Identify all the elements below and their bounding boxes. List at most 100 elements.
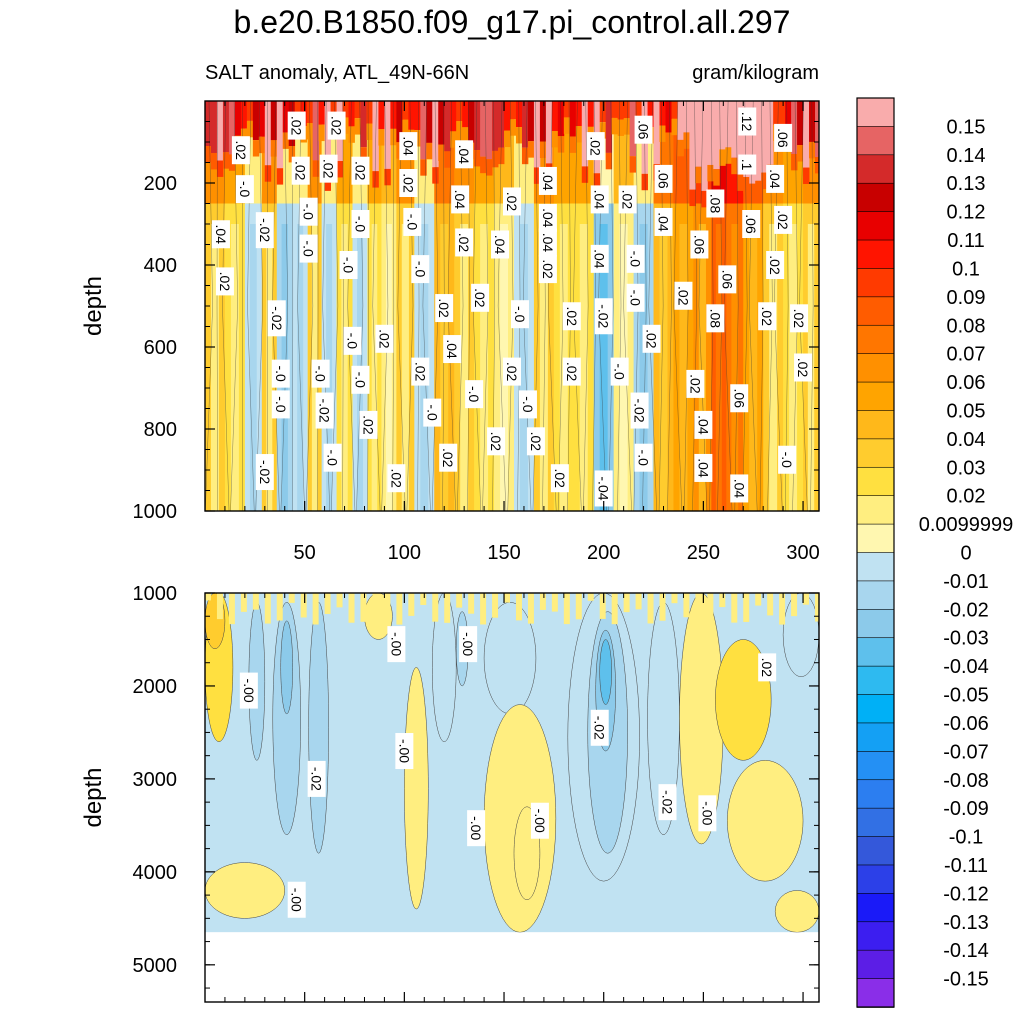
surface-cap — [755, 101, 762, 181]
contour-label-box — [674, 281, 693, 310]
contour-label-box — [467, 810, 486, 847]
colorbar-label: -0.07 — [943, 741, 989, 763]
contour-label-box — [654, 164, 673, 193]
contour-label: .02 — [758, 302, 777, 331]
colorbar-swatch — [856, 410, 895, 440]
anomaly-strip — [249, 224, 257, 511]
surface-cap — [683, 101, 690, 133]
surface-cap-lower — [617, 119, 625, 136]
contour-label: .04 — [590, 244, 609, 273]
contour-line — [608, 101, 614, 511]
contour-label-box — [634, 115, 653, 144]
colorbar-label: 0.12 — [947, 202, 986, 224]
colorbar-label: 0.04 — [947, 429, 986, 451]
surface-cap-lower — [402, 119, 409, 137]
contour-label: -.00 — [467, 810, 486, 847]
colorbar: 0.15 0.14 0.13 0.12 0.11 0.1 0.09 0.08 0.07 0.06 0… — [856, 97, 1013, 1008]
y-tick-label: 1000 — [133, 583, 178, 605]
contour-label-box — [487, 427, 506, 456]
colorbar-swatch — [856, 694, 895, 724]
contour-label-text: .02 — [687, 374, 703, 394]
surface-cap-lower — [761, 172, 768, 190]
contour-label: -.0 — [626, 244, 645, 273]
contour-line — [247, 101, 255, 511]
anomaly-strip — [297, 224, 304, 511]
anomaly-region — [715, 639, 772, 761]
surface-cap — [330, 101, 337, 122]
surface-cap-lower — [755, 180, 762, 198]
contour-label: .02 — [503, 187, 521, 216]
contour-label-text: .02 — [440, 448, 456, 468]
anomaly-strip — [460, 224, 469, 511]
anomaly-strip — [210, 224, 219, 511]
contour-label-text: .02 — [376, 329, 392, 349]
contour-label: .02 — [618, 185, 637, 214]
surface-cap — [276, 101, 284, 169]
surface-cap-lower — [426, 142, 433, 160]
colorbar-swatch — [856, 779, 895, 809]
surface-cap — [581, 101, 589, 167]
surface-spike — [264, 593, 271, 624]
contour-label-text: -.0 — [628, 290, 644, 307]
surface-spike — [671, 593, 678, 604]
contour-label: .04 — [443, 335, 462, 364]
contour-label: -.04 — [594, 470, 613, 507]
contour-line — [467, 101, 470, 511]
contour-label: -.0 — [323, 443, 342, 472]
contour-label-box — [730, 384, 749, 413]
contour-label-box — [550, 464, 569, 493]
contour-label: -.02 — [267, 300, 286, 337]
contour-label-box — [742, 210, 761, 238]
contour-label-text: .04 — [731, 479, 747, 499]
contour-label-box — [271, 359, 290, 388]
contour-label-text: .02 — [528, 432, 544, 452]
contour-label: .02 — [538, 255, 557, 284]
contour-label-text: -.00 — [699, 801, 715, 825]
surface-cap-lower — [701, 190, 708, 208]
surface-cap — [815, 101, 819, 157]
contour-label: .02 — [774, 205, 793, 234]
surface-cap — [623, 101, 631, 119]
contour-field: .02 .02 .02 .04 .04 .02 .06 .12 .06 .02 .02 .02 .02.… — [205, 101, 819, 511]
surface-spike — [432, 593, 439, 622]
surface-cap — [707, 101, 714, 165]
contour-label-text: -.0 — [512, 306, 528, 323]
surface-cap-lower — [354, 118, 361, 135]
x-tick-label: 150 — [487, 542, 520, 564]
contour-label: .02 — [375, 324, 394, 353]
contour-line — [734, 101, 739, 511]
surface-cap-lower — [611, 117, 619, 135]
contour-label-box — [590, 709, 609, 746]
contour-label-text: .02 — [675, 286, 691, 306]
surface-cap-lower — [510, 119, 517, 136]
contour-label-box — [526, 427, 545, 456]
contour-label: .06 — [718, 265, 737, 294]
surface-cap — [462, 101, 469, 128]
anomaly-strip — [599, 224, 608, 511]
contour-label-box — [231, 136, 250, 165]
contour-label-text: .06 — [719, 270, 735, 290]
contour-label-box — [351, 210, 370, 238]
surface-cap-lower — [312, 160, 320, 177]
contour-label-box — [618, 185, 637, 214]
contour-label: .04 — [538, 203, 557, 232]
contour-label-box — [766, 164, 785, 193]
surface-cap-lower — [641, 173, 648, 191]
surface-cap — [396, 101, 403, 143]
surface-cap-lower — [474, 150, 481, 167]
surface-cap-lower — [492, 150, 499, 168]
contour-label-box — [594, 298, 613, 335]
colorbar-label: -0.11 — [944, 855, 988, 877]
contour-label: -.02 — [658, 784, 677, 821]
contour-label: .02 — [562, 357, 581, 386]
surface-spike — [336, 593, 343, 608]
colorbar-label: -0.09 — [943, 798, 989, 820]
contour-label-text: -.02 — [269, 306, 285, 330]
contour-line — [457, 101, 464, 511]
contour-label-box — [423, 398, 442, 427]
colorbar-swatch — [856, 836, 895, 866]
contour-label-text: .02 — [217, 272, 233, 292]
contour-label-text: .04 — [592, 190, 608, 210]
contour-label-box — [738, 154, 757, 175]
colorbar-swatch — [856, 864, 895, 895]
